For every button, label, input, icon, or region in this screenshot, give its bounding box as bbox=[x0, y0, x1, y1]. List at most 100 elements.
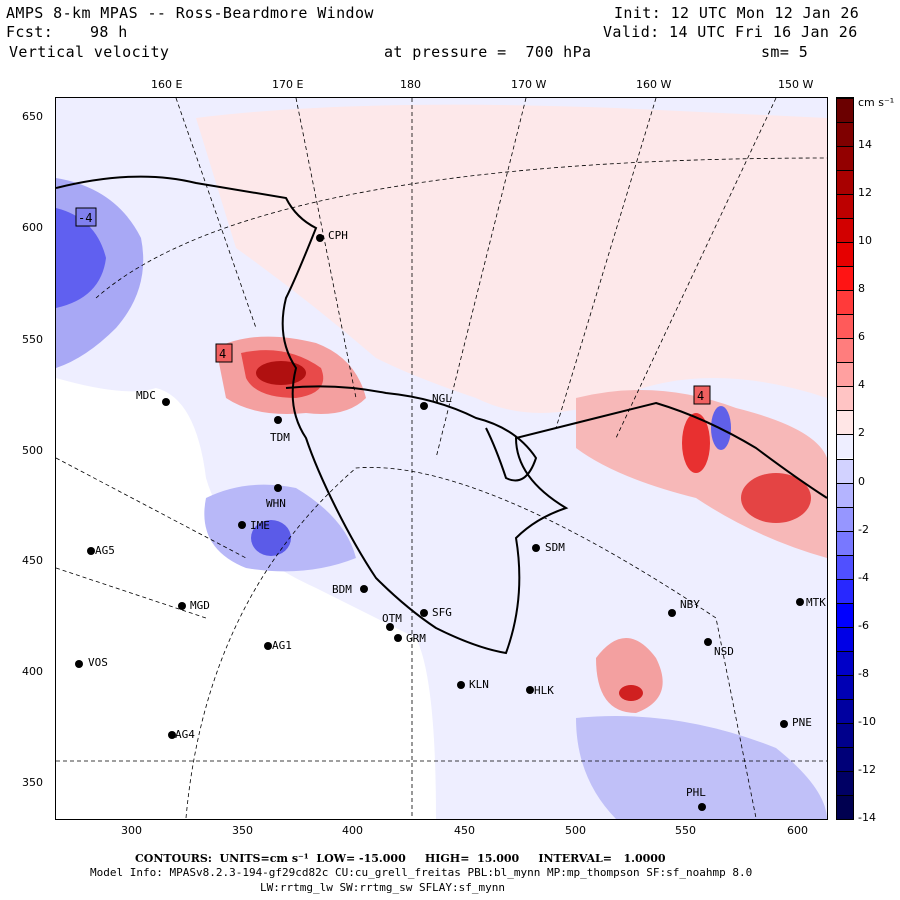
station-marker bbox=[698, 803, 706, 811]
colorbar-swatch bbox=[837, 242, 853, 267]
station-label: TDM bbox=[270, 431, 290, 444]
station-label: IME bbox=[250, 519, 270, 532]
station-marker bbox=[168, 731, 176, 739]
svg-text:4: 4 bbox=[697, 389, 704, 403]
colorbar-swatch bbox=[837, 434, 853, 459]
init-time: Init: 12 UTC Mon 12 Jan 26 bbox=[614, 4, 860, 22]
station-marker bbox=[780, 720, 788, 728]
colorbar-swatch bbox=[837, 386, 853, 411]
station-marker bbox=[796, 598, 804, 606]
x-tick-label: 350 bbox=[232, 824, 253, 837]
station-label: KLN bbox=[469, 678, 489, 691]
station-marker bbox=[420, 402, 428, 410]
station-label: PHL bbox=[686, 786, 706, 799]
station-marker bbox=[238, 521, 246, 529]
descent-band-south bbox=[576, 716, 827, 819]
x-tick-label: 450 bbox=[454, 824, 475, 837]
station-marker bbox=[87, 547, 95, 555]
station-label: MDC bbox=[136, 389, 156, 402]
station-marker bbox=[264, 642, 272, 650]
forecast-label: Fcst: bbox=[6, 23, 54, 41]
colorbar-tick-label: 12 bbox=[858, 186, 872, 200]
station-label: AG5 bbox=[95, 544, 115, 557]
y-tick-label: 650 bbox=[22, 110, 43, 123]
station-label: PNE bbox=[792, 716, 812, 729]
colorbar-swatch bbox=[837, 722, 853, 747]
physics-info: LW:rrtmg_lw SW:rrtmg_sw SFLAY:sf_mynn bbox=[260, 881, 506, 894]
colorbar-swatch bbox=[837, 122, 853, 147]
colorbar-tick-label: -4 bbox=[858, 570, 869, 584]
colorbar-swatch bbox=[837, 770, 853, 795]
colorbar-swatch bbox=[837, 218, 853, 243]
station-marker bbox=[274, 416, 282, 424]
colorbar-swatch bbox=[837, 578, 853, 603]
station-marker bbox=[420, 609, 428, 617]
colorbar-tick-label: -6 bbox=[858, 618, 869, 632]
map-panel[interactable]: -4 4 4 CPH NGL MDC TDM WHN IME AG5 BDM M… bbox=[55, 97, 828, 820]
colorbar-swatch bbox=[837, 146, 853, 171]
colorbar-swatch bbox=[837, 194, 853, 219]
colorbar-swatch bbox=[837, 338, 853, 363]
station-marker bbox=[394, 634, 402, 642]
colorbar-swatch bbox=[837, 266, 853, 291]
colorbar-tick-label: -12 bbox=[858, 762, 876, 776]
lon-label: 170 W bbox=[511, 78, 547, 91]
station-marker bbox=[386, 623, 394, 631]
y-tick-label: 450 bbox=[22, 554, 43, 567]
lon-label: 150 W bbox=[778, 78, 814, 91]
weak-ascent-region bbox=[196, 104, 827, 414]
colorbar-units: cm s⁻¹ bbox=[858, 96, 895, 109]
station-label: BDM bbox=[332, 583, 352, 596]
colorbar-swatch bbox=[837, 746, 853, 771]
colorbar-swatch bbox=[837, 554, 853, 579]
colorbar-swatch bbox=[837, 506, 853, 531]
station-marker bbox=[162, 398, 170, 406]
colorbar-tick-label: 10 bbox=[858, 234, 872, 248]
ascent-core-south bbox=[619, 685, 643, 701]
pressure-level: at pressure = 700 hPa bbox=[384, 43, 592, 61]
x-tick-label: 500 bbox=[565, 824, 586, 837]
station-label: SDM bbox=[545, 541, 565, 554]
station-label: NSD bbox=[714, 645, 734, 658]
station-marker bbox=[178, 602, 186, 610]
field-name: Vertical velocity bbox=[9, 43, 170, 61]
ascent-core-southeast bbox=[741, 473, 811, 523]
colorbar-tick-label: -10 bbox=[858, 714, 876, 728]
station-marker bbox=[668, 609, 676, 617]
ascent-core-east bbox=[682, 413, 710, 473]
station-label: VOS bbox=[88, 656, 108, 669]
colorbar-swatch bbox=[837, 98, 853, 123]
colorbar-tick-label: -8 bbox=[858, 666, 869, 680]
x-tick-label: 550 bbox=[675, 824, 696, 837]
station-label: NGL bbox=[432, 392, 452, 405]
model-info: Model Info: MPASv8.2.3-194-gf29cd82c CU:… bbox=[90, 866, 753, 879]
station-marker bbox=[360, 585, 368, 593]
colorbar-swatch bbox=[837, 290, 853, 315]
station-marker bbox=[526, 686, 534, 694]
x-tick-label: 300 bbox=[121, 824, 142, 837]
valid-time: Valid: 14 UTC Fri 16 Jan 26 bbox=[603, 23, 858, 41]
coastline bbox=[56, 175, 827, 655]
station-label: MGD bbox=[190, 599, 210, 612]
lon-label: 160 W bbox=[636, 78, 672, 91]
colorbar-tick-label: 2 bbox=[858, 426, 865, 440]
map-title: AMPS 8-km MPAS -- Ross-Beardmore Window bbox=[6, 4, 374, 22]
colorbar-swatch bbox=[837, 698, 853, 723]
colorbar-tick-label: 4 bbox=[858, 378, 865, 392]
colorbar-swatch bbox=[837, 794, 853, 819]
contour-info: CONTOURS: UNITS=cm s⁻¹ LOW= -15.000 HIGH… bbox=[135, 852, 666, 865]
colorbar-tick-label: 0 bbox=[858, 474, 865, 488]
smoothing: sm= 5 bbox=[761, 43, 809, 61]
colorbar-tick-label: 14 bbox=[858, 138, 872, 152]
colorbar-tick-label: -2 bbox=[858, 522, 869, 536]
ascent-region-south bbox=[596, 638, 663, 713]
station-label: GRM bbox=[406, 632, 426, 645]
forecast-hour: 98 h bbox=[90, 23, 128, 41]
svg-text:4: 4 bbox=[219, 347, 226, 361]
colorbar-swatch bbox=[837, 362, 853, 387]
station-label: AG1 bbox=[272, 639, 292, 652]
station-label: OTM bbox=[382, 612, 402, 625]
y-tick-label: 400 bbox=[22, 665, 43, 678]
station-label: WHN bbox=[266, 497, 286, 510]
descent-core-central bbox=[251, 520, 291, 556]
